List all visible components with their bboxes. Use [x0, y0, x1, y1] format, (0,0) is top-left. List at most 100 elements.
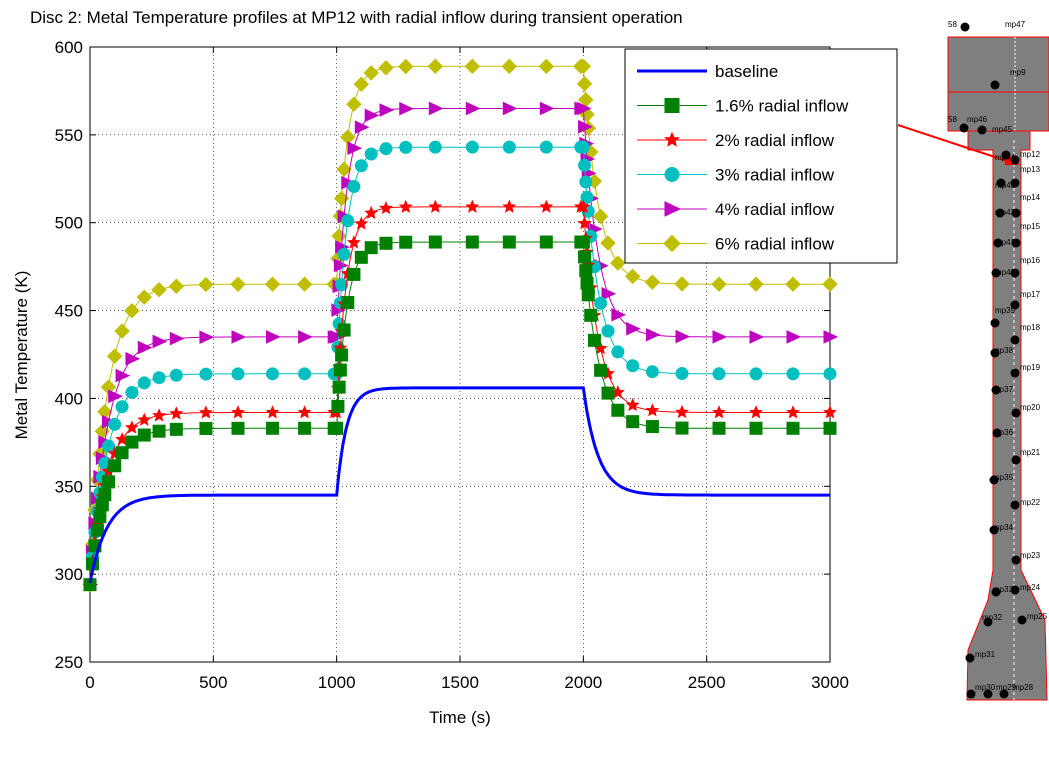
label-mp46: mp46 [967, 115, 988, 124]
marker-star [428, 199, 443, 213]
marker-circle [675, 367, 689, 381]
label-edge_58: 58 [948, 20, 957, 29]
marker-circle [341, 214, 355, 228]
marker-triangle [539, 101, 555, 116]
marker-square [199, 421, 213, 435]
marker-circle [712, 367, 726, 381]
label-mp16: mp16 [1020, 256, 1041, 265]
marker-star [231, 405, 245, 419]
marker-square [152, 424, 166, 438]
marker-square [823, 421, 837, 435]
measurement-point-mp30 [966, 689, 976, 699]
marker-diamond [600, 235, 616, 251]
marker-diamond [624, 268, 641, 285]
label-mp42: mp42 [995, 208, 1016, 217]
marker-circle [199, 367, 213, 381]
marker-diamond [136, 289, 152, 305]
marker-diamond [538, 58, 555, 75]
marker-square [712, 421, 726, 435]
marker-circle [664, 167, 680, 182]
marker-circle [611, 345, 625, 359]
marker-triangle [465, 101, 481, 116]
y-tick-label: 550 [55, 126, 83, 145]
legend-box [624, 48, 898, 264]
measurement-point-mp44 [1001, 150, 1011, 160]
measurement-point-mp32 [983, 617, 993, 627]
marker-triangle [502, 101, 518, 116]
marker-circle [335, 278, 349, 292]
marker-circle [539, 140, 553, 154]
label-mp31: mp31 [975, 650, 996, 659]
marker-square [581, 288, 595, 302]
label-mp19: mp19 [1020, 363, 1041, 372]
marker-square [645, 420, 659, 434]
marker-circle [125, 385, 139, 399]
label-mp43: mp43 [995, 181, 1016, 190]
marker-square [539, 235, 553, 249]
marker-square [399, 235, 413, 249]
axis-ticks: 0 500 1000 1500 2000 2500 3000 250 300 350 400 450 5… [55, 38, 849, 692]
marker-triangle [611, 307, 627, 322]
marker-star [786, 405, 800, 419]
label-mp35: mp35 [993, 473, 1014, 482]
marker-square [90, 523, 104, 537]
marker-diamond [674, 276, 690, 292]
measurement-point-mp33 [991, 587, 1001, 597]
marker-diamond [427, 58, 444, 75]
label-mp44: mp44 [995, 153, 1016, 162]
marker-square [347, 267, 361, 281]
marker-star [265, 405, 280, 419]
series-3-radial-inflow [83, 140, 837, 592]
measurement-point-mp39 [990, 318, 1000, 328]
measurement-point-mp43 [996, 178, 1006, 188]
marker-circle [379, 142, 393, 156]
marker-triangle [749, 330, 765, 344]
marker-triangle [786, 330, 802, 344]
marker-star [675, 404, 689, 419]
marker-circle [115, 400, 129, 414]
measurement-point-mp20 [1011, 408, 1021, 418]
label-mp20: mp20 [1020, 403, 1041, 412]
marker-square [675, 421, 689, 435]
marker-circle [823, 367, 837, 381]
marker-star [169, 406, 184, 420]
marker-square [594, 363, 608, 377]
marker-diamond [748, 276, 764, 292]
marker-circle [601, 324, 615, 338]
marker-diamond [353, 76, 370, 92]
y-tick-label: 250 [55, 653, 83, 672]
label-mp47: mp47 [1005, 20, 1026, 29]
marker-triangle [354, 120, 370, 135]
marker-circle [594, 296, 608, 310]
label-mp9: mp9 [1010, 68, 1026, 77]
marker-diamond [363, 65, 379, 81]
marker-circle [465, 140, 479, 154]
marker-triangle [823, 330, 839, 344]
marker-circle [749, 367, 763, 381]
marker-square [502, 235, 516, 249]
marker-diamond [168, 278, 185, 294]
marker-star [749, 405, 763, 419]
legend-label: 3% radial inflow [715, 166, 835, 185]
marker-star [124, 420, 139, 434]
marker-triangle [298, 330, 313, 344]
label-mp37: mp37 [993, 385, 1014, 394]
measurement-point-mp42 [995, 208, 1005, 218]
marker-star [465, 199, 480, 213]
label-mp15: mp15 [1020, 222, 1041, 231]
measurement-point-mp17 [1010, 300, 1020, 310]
marker-triangle [125, 351, 141, 366]
x-tick-label: 1000 [318, 673, 356, 692]
y-tick-label: 400 [55, 389, 83, 408]
marker-star [664, 131, 680, 147]
pointer-arrow [897, 124, 1011, 163]
marker-diamond [296, 276, 313, 292]
marker-star [398, 199, 413, 213]
label-mp28: mp28 [1013, 683, 1034, 692]
marker-circle [502, 140, 516, 154]
marker-circle [354, 159, 368, 173]
marker-triangle [108, 389, 123, 404]
marker-square [231, 421, 245, 435]
label-mp21: mp21 [1020, 448, 1041, 457]
